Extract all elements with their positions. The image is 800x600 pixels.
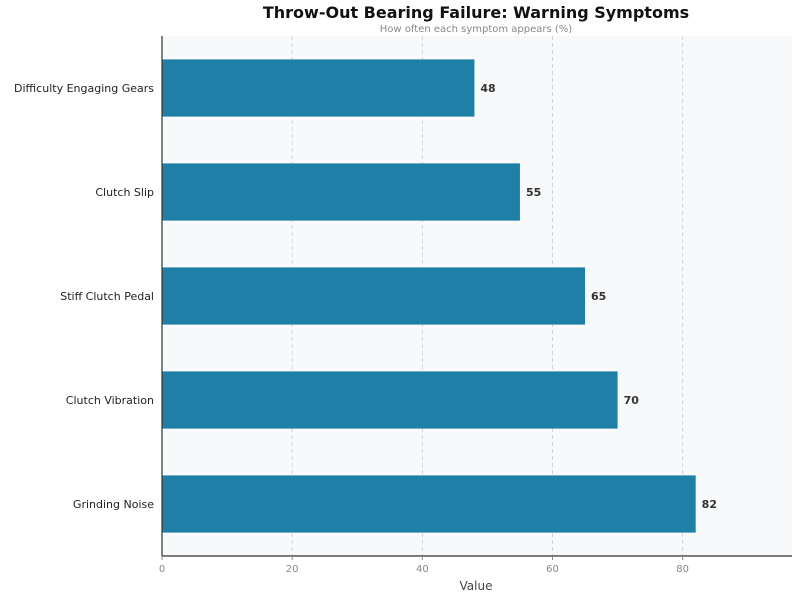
bar-clutch-slip — [162, 163, 520, 221]
data-label: 65 — [591, 290, 606, 303]
x-tick-label: 40 — [416, 564, 429, 575]
y-tick-label: Clutch Vibration — [66, 394, 154, 407]
bar-difficulty-engaging-gears — [162, 59, 475, 117]
y-tick-label: Clutch Slip — [95, 186, 154, 199]
y-tick-label: Difficulty Engaging Gears — [14, 82, 154, 95]
data-label: 82 — [702, 498, 717, 511]
data-label: 48 — [480, 82, 495, 95]
chart-subtitle: How often each symptom appears (%) — [380, 24, 573, 35]
x-tick-label: 60 — [546, 564, 559, 575]
bar-clutch-vibration — [162, 371, 618, 429]
x-axis-label: Value — [460, 579, 493, 593]
data-label: 55 — [526, 186, 541, 199]
bar-grinding-noise — [162, 475, 696, 533]
y-tick-label: Stiff Clutch Pedal — [60, 290, 154, 303]
x-tick-label: 20 — [286, 564, 299, 575]
x-tick-label: 80 — [676, 564, 689, 575]
y-tick-label: Grinding Noise — [73, 498, 154, 511]
bar-stiff-clutch-pedal — [162, 267, 586, 325]
data-label: 70 — [624, 394, 640, 407]
x-tick-label: 0 — [159, 564, 165, 575]
chart-title: Throw-Out Bearing Failure: Warning Sympt… — [263, 3, 689, 22]
